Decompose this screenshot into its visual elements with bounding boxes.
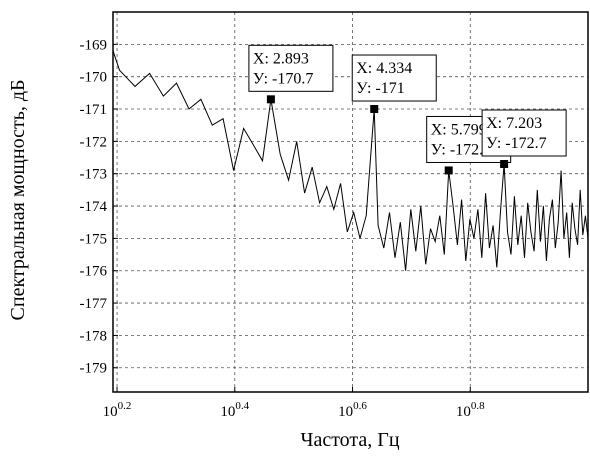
y-tick-label: -174	[80, 199, 108, 215]
data-tip-text: X: 5.799	[431, 121, 487, 138]
x-axis-label: Частота, Гц	[300, 429, 399, 451]
data-tip-text: X: 4.334	[356, 60, 412, 77]
data-tip-box	[248, 44, 334, 92]
x-tick-label: 100.6	[338, 400, 367, 420]
y-tick-label: -177	[80, 296, 108, 312]
plot-frame	[112, 11, 589, 393]
y-tick-label: -176	[80, 264, 108, 280]
y-tick-label: -171	[80, 102, 108, 118]
data-tip-marker	[444, 166, 453, 175]
data-tip-text: У: -171	[356, 80, 405, 97]
data-tip-marker	[370, 105, 379, 114]
y-axis-label: Спектральная мощность, дБ	[7, 80, 29, 321]
data-tip-text: X: 2.893	[253, 50, 309, 67]
data-tip-marker	[266, 95, 275, 104]
data-tip-text: У: -170.7	[253, 70, 314, 87]
y-tick-label: -175	[80, 231, 108, 247]
data-tip-text: X: 7.203	[486, 115, 542, 132]
x-tick-label: 100.2	[103, 400, 132, 420]
data-line	[112, 50, 589, 271]
y-tick-label: -169	[80, 37, 108, 53]
y-tick-label: -173	[80, 167, 108, 183]
data-tip-text: У: -172.7	[486, 135, 547, 152]
data-tip-box	[481, 109, 567, 157]
x-tick-label: 100.4	[220, 400, 249, 420]
y-tick-label: -170	[80, 70, 108, 86]
x-tick-label: 100.8	[456, 400, 485, 420]
data-tip-box	[351, 54, 437, 102]
data-tip-text: У: -172.9	[431, 141, 492, 158]
y-tick-label: -172	[80, 134, 108, 150]
y-tick-label: -178	[80, 328, 108, 344]
y-tick-label: -179	[80, 361, 108, 377]
data-tip-marker	[500, 160, 509, 168]
